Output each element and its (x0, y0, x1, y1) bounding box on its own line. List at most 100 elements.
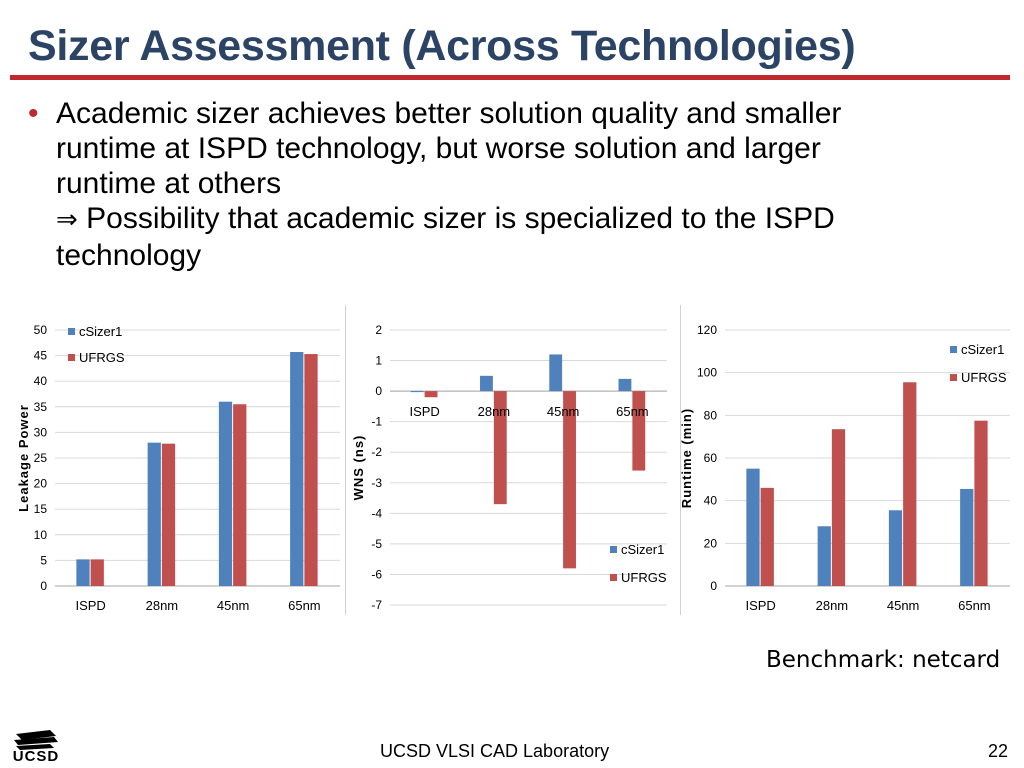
slide-title: Sizer Assessment (Across Technologies) (28, 22, 856, 70)
bar-ufrgs-ispd (760, 487, 774, 586)
bar-csizer1-ispd (746, 468, 760, 586)
y-tick-label: 35 (34, 400, 48, 414)
bar-csizer1-65nm (960, 488, 974, 586)
y-tick-label: 60 (704, 451, 718, 465)
bar-ufrgs-28nm (493, 391, 507, 505)
bar-ufrgs-45nm (903, 382, 917, 586)
legend-label-csizer1: cSizer1 (961, 342, 1004, 357)
bar-ufrgs-65nm (974, 420, 988, 586)
conclusion-line-1: ⇒ Possibility that academic sizer is spe… (56, 201, 1008, 238)
y-tick-label: 30 (34, 425, 48, 439)
y-tick-label: 15 (34, 502, 48, 516)
x-tick-label: 65nm (288, 598, 321, 613)
bar-csizer1-28nm (817, 526, 831, 586)
x-tick-label: 28nm (146, 598, 179, 613)
x-tick-label: ISPD (75, 598, 105, 613)
bar-csizer1-28nm (480, 375, 493, 392)
y-tick-label: 0 (710, 579, 717, 593)
bar-ufrgs-28nm (161, 443, 176, 586)
y-tick-label: 120 (697, 323, 717, 337)
runtime-chart: 0 20 40 60 80 100 120 ISPD 28nm 45nm 65nm Runtime (… (679, 323, 1010, 613)
x-tick-label: ISPD (745, 598, 775, 613)
bar-csizer1-28nm (147, 442, 161, 586)
y-tick-label: 45 (34, 349, 48, 363)
legend-label-ufrgs: UFRGS (621, 570, 667, 585)
y-tick-label: -5 (371, 537, 382, 551)
y-tick-label: 20 (704, 536, 718, 550)
bullet-item: • Academic sizer achieves better solutio… (28, 96, 1008, 273)
x-tick-label: 45nm (887, 598, 920, 613)
y-tick-label: -6 (371, 567, 382, 581)
legend-swatch-ufrgs (950, 374, 957, 381)
x-tick-label: 28nm (816, 598, 849, 613)
bar-csizer1-65nm (290, 352, 304, 586)
legend-swatch-csizer1 (950, 346, 957, 353)
bar-csizer1-45nm (888, 510, 903, 586)
legend-label-csizer1: cSizer1 (79, 324, 122, 339)
implies-arrow-icon: ⇒ (56, 205, 78, 235)
bar-csizer1-ispd (410, 391, 424, 393)
x-tick-label: ISPD (409, 404, 439, 419)
y-tick-label: 80 (704, 408, 718, 422)
bullet-line-1: Academic sizer achieves better solution … (56, 97, 842, 130)
y-axis-title: Leakage Power (16, 404, 31, 512)
wns-chart: -7 -6 -5 -4 -3 -2 -1 0 1 2 ISPD 28nm 45nm 65nm WNS (ns… (351, 323, 667, 612)
legend-label-csizer1: cSizer1 (621, 542, 664, 557)
y-tick-label: 1 (375, 354, 382, 368)
y-tick-label: 25 (34, 451, 48, 465)
y-tick-label: -2 (371, 445, 382, 459)
page-number: 22 (988, 741, 1009, 761)
y-axis-title: Runtime (min) (679, 408, 694, 508)
y-tick-label: 0 (40, 579, 47, 593)
benchmark-label: Benchmark: netcard (766, 647, 1001, 673)
y-tick-label: -4 (371, 506, 382, 520)
y-tick-label: 0 (375, 384, 382, 398)
bullet-list: • Academic sizer achieves better solutio… (28, 96, 1008, 273)
chart-divider-2 (680, 305, 681, 615)
y-tick-label: 40 (34, 374, 48, 388)
y-tick-label: 5 (40, 553, 47, 567)
footer-lab-name: UCSD VLSI CAD Laboratory (380, 741, 610, 761)
y-tick-label: 10 (34, 528, 48, 542)
ucsd-logo-text: UCSD (12, 748, 60, 765)
bar-ufrgs-28nm (831, 429, 846, 586)
y-tick-label: 20 (34, 477, 48, 491)
x-tick-label: 45nm (217, 598, 250, 613)
conclusion-text-1: Possibility that academic sizer is speci… (86, 202, 835, 235)
bar-ufrgs-65nm (304, 354, 318, 586)
y-tick-label: 50 (34, 323, 48, 337)
y-tick-label: 100 (697, 366, 717, 380)
legend-swatch-csizer1 (610, 546, 617, 553)
bullet-icon: • (28, 97, 39, 130)
y-tick-label: -1 (371, 415, 382, 429)
bar-ufrgs-65nm (632, 391, 646, 471)
y-tick-label: -7 (371, 598, 382, 612)
bar-ufrgs-45nm (563, 391, 576, 569)
y-tick-label: -3 (371, 476, 382, 490)
bar-ufrgs-45nm (233, 404, 247, 586)
chart-divider-1 (345, 305, 346, 615)
x-tick-label: 28nm (478, 404, 511, 419)
legend-swatch-ufrgs (610, 574, 617, 581)
legend-label-ufrgs: UFRGS (79, 350, 125, 365)
x-tick-label: 65nm (958, 598, 991, 613)
legend-swatch-csizer1 (68, 328, 75, 335)
conclusion-line-2: technology (56, 239, 202, 272)
bar-ufrgs-ispd (424, 391, 438, 398)
y-tick-label: 40 (704, 494, 718, 508)
bar-csizer1-45nm (549, 354, 563, 392)
ucsd-logo-icon (14, 730, 58, 750)
x-tick-label: 45nm (547, 404, 580, 419)
y-tick-label: 2 (375, 323, 382, 337)
bar-ufrgs-ispd (90, 559, 104, 586)
bar-csizer1-ispd (76, 559, 90, 586)
bar-csizer1-65nm (618, 378, 632, 392)
bullet-line-2: runtime at ISPD technology, but worse so… (56, 132, 821, 165)
title-divider (10, 75, 1010, 80)
leakage-power-chart: 0 5 10 15 20 25 30 35 40 45 50 ISPD 28nm 45nm 65nm Leak… (16, 323, 340, 613)
y-axis-title: WNS (ns) (351, 435, 366, 501)
x-tick-label: 65nm (616, 404, 649, 419)
bar-csizer1-45nm (218, 401, 233, 586)
bullet-line-3: runtime at others (56, 167, 282, 200)
legend-label-ufrgs: UFRGS (961, 370, 1007, 385)
